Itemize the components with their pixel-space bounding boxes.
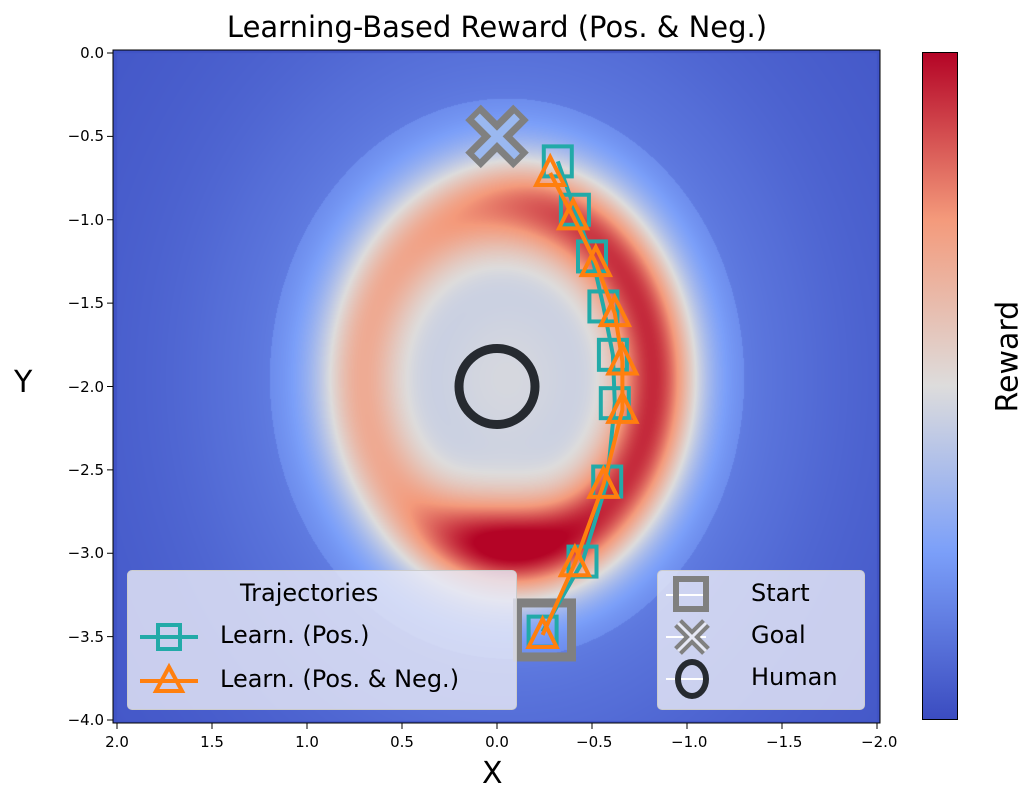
- goal-x-inner: [676, 621, 708, 653]
- x-tick-label: 2.0: [105, 733, 129, 751]
- x-tick-label: −1.5: [766, 733, 803, 751]
- legend-square-icon: [156, 623, 182, 651]
- y-tick-label: −4.0: [67, 711, 104, 729]
- legend-entry: Learn. (Pos.): [220, 621, 370, 649]
- human-marker: [454, 344, 540, 429]
- triangle-marker: [597, 292, 633, 328]
- legend-markers-key: Start Goal Human: [657, 570, 865, 710]
- y-tick-label: −1.5: [67, 294, 104, 313]
- y-tick-label: −3.5: [67, 627, 104, 646]
- y-tick-label: 0.0: [80, 44, 104, 62]
- x-axis-label: X: [482, 756, 503, 791]
- colorbar-label: Reward: [990, 300, 1024, 413]
- x-tick-label: −2.0: [861, 733, 898, 751]
- legend-title: Trajectories: [240, 579, 379, 607]
- start-marker: [513, 598, 576, 662]
- x-tick-label: 0.5: [390, 733, 414, 751]
- triangle-marker: [605, 341, 640, 376]
- legend-key-markers: [666, 576, 710, 699]
- x-tick-label: 1.0: [295, 733, 319, 751]
- series-line-1: [540, 172, 625, 636]
- square-marker: [576, 239, 608, 274]
- triangle-marker: [586, 464, 621, 499]
- legend-markers: [140, 623, 198, 693]
- legend-entry: Human: [751, 663, 838, 691]
- triangle-marker: [557, 542, 593, 578]
- colorbar: [922, 52, 958, 720]
- x-tick-label: 1.5: [200, 733, 224, 751]
- triangle-marker: [525, 614, 560, 649]
- y-tick-label: −2.5: [67, 460, 104, 479]
- chart-title: Learning-Based Reward (Pos. & Neg.): [226, 10, 768, 44]
- triangle-marker: [578, 242, 614, 278]
- goal-marker-inner: [474, 113, 520, 160]
- triangle-marker: [605, 389, 640, 424]
- human-circle-icon: [675, 659, 709, 699]
- legend-entry: Start: [751, 579, 810, 607]
- legend-triangle-icon: [152, 662, 186, 693]
- legend-trajectories: Trajectories Learn. (Pos.) Learn. (Pos. …: [127, 570, 517, 710]
- legend-entry: Goal: [751, 621, 806, 649]
- y-tick-label: −2.0: [67, 377, 104, 396]
- y-tick-label: −0.5: [67, 127, 104, 146]
- x-tick-label: 0.0: [485, 733, 509, 751]
- x-tick-label: −1.0: [671, 733, 708, 751]
- y-axis-label: Y: [14, 365, 33, 400]
- legend-entry: Learn. (Pos. & Neg.): [220, 665, 460, 693]
- y-tick-label: −3.0: [67, 544, 104, 563]
- x-tick-label: −0.5: [576, 733, 613, 751]
- y-tick-label: −1.0: [67, 210, 104, 229]
- triangle-marker: [532, 152, 568, 188]
- start-square-icon: [673, 576, 709, 612]
- triangle-marker: [555, 195, 591, 231]
